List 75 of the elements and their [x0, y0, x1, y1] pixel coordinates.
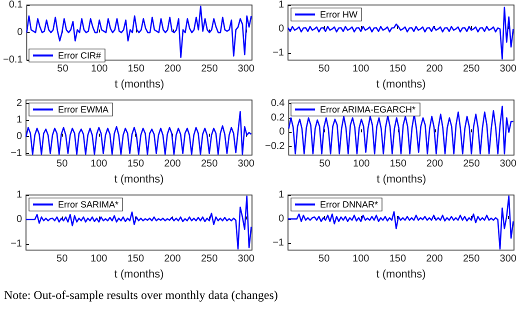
x-tick-label: 200 [164, 64, 182, 75]
legend-label: Error ARIMA-EGARCH* [320, 104, 416, 114]
x-tick-label: 100 [91, 64, 108, 75]
x-tick-label: 100 [352, 254, 370, 265]
line-series [287, 196, 514, 250]
legend-label: Error DNNAR* [320, 200, 378, 210]
y-tick-label: 1 [278, 190, 284, 200]
x-tick-label: 250 [200, 254, 218, 265]
y-tick-label: 0.1 [8, 0, 24, 10]
x-tick-label: 250 [201, 64, 218, 75]
x-tick-label: 50 [56, 254, 68, 265]
y-tick-label: −1 [272, 237, 284, 248]
y-tick-label: 0.4 [270, 98, 286, 110]
y-tick-label: 0 [16, 214, 22, 225]
x-axis-title: t (months) [114, 78, 164, 90]
x-tick-label: 300 [500, 64, 517, 75]
y-tick-label: 1 [278, 0, 284, 10]
x-tick-label: 150 [127, 254, 144, 265]
x-tick-label: 250 [463, 158, 480, 170]
x-tick-label: 50 [318, 64, 330, 75]
x-tick-label: 300 [500, 158, 517, 170]
x-tick-label: 250 [462, 254, 480, 265]
x-tick-label: 200 [426, 158, 444, 170]
x-tick-label: 200 [426, 254, 444, 265]
x-axis-title: t (months) [376, 78, 426, 90]
x-tick-label: 100 [353, 158, 370, 170]
y-tick-label: 0 [16, 131, 22, 142]
x-tick-label: 150 [127, 158, 144, 170]
x-tick-label: 100 [90, 254, 108, 265]
x-tick-label: 100 [352, 64, 370, 75]
x-axis-title: t (months) [376, 174, 426, 186]
x-tick-label: 300 [238, 64, 255, 75]
x-tick-label: 200 [164, 158, 182, 170]
line-series [25, 111, 252, 155]
x-tick-label: 150 [389, 254, 406, 265]
line-series [26, 6, 252, 58]
legend-label: Error EWMA [58, 104, 108, 114]
x-tick-label: 300 [238, 158, 255, 170]
x-tick-label: 150 [128, 64, 145, 75]
y-tick-label: 1 [16, 114, 22, 126]
y-tick-label: 1 [16, 190, 22, 200]
x-tick-label: 200 [164, 254, 182, 265]
y-tick-label: 0 [278, 213, 284, 224]
y-tick-label: 0 [279, 126, 286, 138]
y-tick-label: −1 [272, 47, 284, 58]
x-tick-label: 50 [319, 158, 331, 170]
x-axis-title: t (months) [114, 268, 164, 280]
y-tick-label: 0.2 [270, 112, 286, 124]
line-series [25, 196, 252, 250]
y-tick-label: 0 [278, 23, 284, 34]
y-tick-label: −0.1 [2, 54, 24, 66]
x-tick-label: 200 [426, 64, 444, 75]
x-axis-title: t (months) [376, 268, 426, 280]
x-tick-label: 100 [90, 158, 108, 170]
y-tick-label: −0.2 [264, 141, 286, 152]
y-tick-label: 2 [16, 98, 22, 109]
y-tick-label: −1 [10, 238, 22, 250]
text: Note: Out-of-sample results over monthly data (changes) [4, 288, 278, 303]
x-tick-label: 250 [462, 64, 480, 75]
x-axis-title: t (months) [114, 174, 164, 186]
x-tick-label: 250 [200, 158, 218, 170]
y-tick-label: −1 [10, 148, 22, 159]
x-tick-label: 150 [389, 64, 406, 75]
line-series [287, 6, 514, 60]
x-tick-label: 300 [238, 254, 255, 265]
x-tick-label: 50 [57, 64, 69, 75]
legend-label: Error HW [320, 10, 358, 20]
x-tick-label: 300 [500, 254, 517, 265]
legend-label: Error SARIMA* [58, 200, 120, 210]
legend-label: Error CIR# [58, 50, 102, 60]
x-tick-label: 50 [56, 158, 68, 170]
x-tick-label: 150 [390, 158, 407, 170]
y-tick-label: 0 [17, 27, 24, 38]
x-tick-label: 50 [318, 254, 330, 265]
line-series [288, 106, 514, 154]
